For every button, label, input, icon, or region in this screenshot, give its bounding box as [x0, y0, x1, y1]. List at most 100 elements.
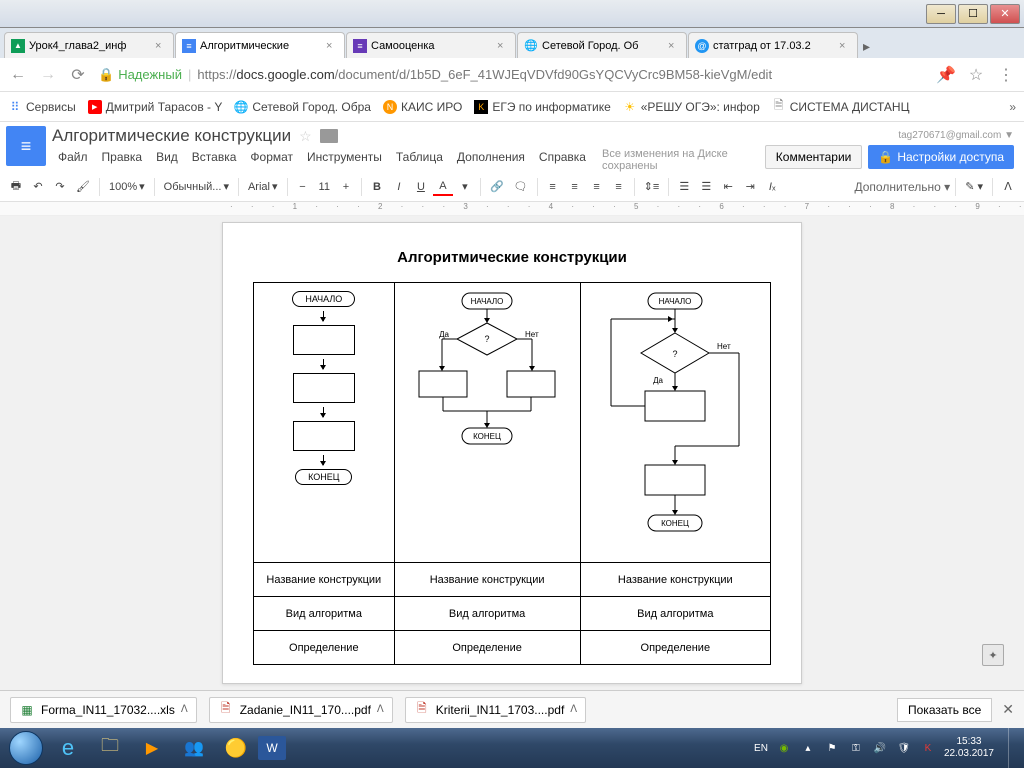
window-maximize[interactable]: ☐	[958, 4, 988, 24]
browser-tab[interactable]: ≡ Алгоритмические ×	[175, 32, 345, 58]
network-icon[interactable]: ⚿	[848, 740, 864, 756]
menu-table[interactable]: Таблица	[390, 148, 449, 172]
taskbar-ie-icon[interactable]: e	[48, 732, 88, 764]
share-button[interactable]: 🔒 Настройки доступа	[868, 145, 1014, 169]
style-select[interactable]: Обычный... ▾	[160, 178, 233, 195]
taskbar-media-icon[interactable]: ▶	[132, 732, 172, 764]
clear-format-button[interactable]: Iₓ	[762, 179, 782, 195]
shield-icon[interactable]: 🛡	[896, 740, 912, 756]
line-spacing-button[interactable]: ⇕≡	[640, 178, 664, 195]
highlight-button[interactable]: ▾	[455, 178, 475, 195]
taskbar-word-icon[interactable]: W	[258, 736, 286, 760]
reload-button[interactable]: ⟳	[68, 65, 88, 85]
underline-button[interactable]: U	[411, 179, 431, 195]
bookmark-item[interactable]: K ЕГЭ по информатике	[474, 100, 610, 114]
align-left-button[interactable]: ≡	[543, 179, 563, 195]
bookmark-item[interactable]: N КАИС ИРО	[383, 100, 462, 114]
apps-button[interactable]: ⠿ Сервисы	[8, 100, 76, 114]
bookmark-item[interactable]: 🗎 СИСТЕМА ДИСТАНЦ	[772, 100, 910, 114]
flag-icon[interactable]: ⚑	[824, 740, 840, 756]
menu-edit| data-bind=[interactable]: Правка	[96, 148, 149, 172]
align-right-button[interactable]: ≡	[587, 179, 607, 195]
tab-close-icon[interactable]: ×	[839, 40, 851, 52]
align-center-button[interactable]: ≡	[565, 179, 585, 195]
undo-button[interactable]: ↶	[28, 178, 48, 195]
url-field[interactable]: 🔒 Надежный | https://docs.google.com/doc…	[98, 67, 926, 83]
window-minimize[interactable]: ─	[926, 4, 956, 24]
folder-icon[interactable]	[320, 129, 338, 143]
menu-file[interactable]: Файл	[52, 148, 94, 172]
bulleted-list-button[interactable]: ☰	[696, 178, 716, 195]
chevron-up-icon[interactable]: ᐱ	[570, 704, 577, 715]
zoom-select[interactable]: 100% ▾	[105, 178, 149, 195]
window-close[interactable]: ✕	[990, 4, 1020, 24]
new-tab-button[interactable]: ▸	[863, 38, 883, 58]
browser-tab[interactable]: @ статград от 17.03.2 ×	[688, 32, 858, 58]
start-button[interactable]	[6, 732, 46, 764]
increase-indent-button[interactable]: ⇥	[740, 178, 760, 195]
menu-help[interactable]: Справка	[533, 148, 592, 172]
font-size-up[interactable]: +	[336, 179, 356, 195]
download-item[interactable]: ▦ Forma_IN11_17032....xls ᐱ	[10, 697, 197, 723]
back-button[interactable]: ←	[8, 65, 28, 85]
comment-button[interactable]: 🗨	[510, 178, 532, 195]
collapse-button[interactable]: ᐱ	[998, 178, 1018, 195]
font-size-down[interactable]: −	[293, 179, 313, 195]
tab-close-icon[interactable]: ×	[326, 40, 338, 52]
menu-icon[interactable]: ⋮	[996, 65, 1016, 85]
close-downloads-icon[interactable]: ✕	[1002, 701, 1014, 718]
taskbar-explorer-icon[interactable]: 🗀	[90, 732, 130, 764]
taskbar-app-icon[interactable]: 👥	[174, 732, 214, 764]
decrease-indent-button[interactable]: ⇤	[718, 178, 738, 195]
explore-button[interactable]: ✦	[982, 644, 1004, 666]
italic-button[interactable]: I	[389, 179, 409, 195]
download-item[interactable]: 🗎 Kriterii_IN11_1703....pdf ᐱ	[405, 697, 586, 723]
redo-button[interactable]: ↷	[50, 178, 70, 195]
browser-tab[interactable]: ≡ Самооценка ×	[346, 32, 516, 58]
menu-view[interactable]: Вид	[150, 148, 184, 172]
align-justify-button[interactable]: ≡	[609, 179, 629, 195]
bold-button[interactable]: B	[367, 179, 387, 195]
bookmark-item[interactable]: ▶ Дмитрий Тарасов - Y	[88, 100, 223, 114]
numbered-list-button[interactable]: ☰	[674, 178, 694, 195]
menu-insert[interactable]: Вставка	[186, 148, 243, 172]
tab-close-icon[interactable]: ×	[497, 40, 509, 52]
nvidia-icon[interactable]: ◉	[776, 740, 792, 756]
font-size[interactable]: 11	[315, 179, 334, 195]
download-item[interactable]: 🗎 Zadanie_IN11_170....pdf ᐱ	[209, 697, 393, 723]
chevron-up-icon[interactable]: ᐱ	[377, 704, 384, 715]
document-canvas[interactable]: Алгоритмические конструкции НАЧАЛО КОНЕЦ	[0, 216, 1024, 716]
chevron-up-icon[interactable]: ᐱ	[181, 704, 188, 715]
browser-tab[interactable]: ▲ Урок4_глава2_инф ×	[4, 32, 174, 58]
toolbar-more[interactable]: Дополнительно ▾	[854, 180, 950, 194]
pin-icon[interactable]: 📌	[936, 65, 956, 85]
menu-addons[interactable]: Дополнения	[451, 148, 531, 172]
paint-format-button[interactable]: 🖌	[72, 178, 94, 195]
print-button[interactable]: 🖶	[6, 175, 26, 198]
bookmark-item[interactable]: 🌐 Сетевой Город. Обра	[234, 100, 371, 114]
star-icon[interactable]: ☆	[966, 65, 986, 85]
volume-icon[interactable]: 🔊	[872, 740, 888, 756]
menu-format[interactable]: Формат	[244, 148, 299, 172]
font-select[interactable]: Arial ▾	[244, 178, 282, 195]
link-button[interactable]: 🔗	[486, 178, 508, 195]
taskbar-chrome-icon[interactable]: 🟡	[216, 732, 256, 764]
tab-close-icon[interactable]: ×	[155, 40, 167, 52]
comments-button[interactable]: Комментарии	[765, 145, 863, 169]
show-all-downloads-button[interactable]: Показать все	[897, 698, 992, 722]
browser-tab[interactable]: 🌐 Сетевой Город. Об ×	[517, 32, 687, 58]
forward-button[interactable]: →	[38, 65, 58, 85]
tab-close-icon[interactable]: ×	[668, 40, 680, 52]
bookmark-item[interactable]: ☀ «РЕШУ ОГЭ»: инфор	[623, 100, 760, 114]
star-icon[interactable]: ☆	[299, 128, 312, 145]
bookmarks-overflow[interactable]: »	[1009, 100, 1016, 114]
language-indicator[interactable]: EN	[754, 743, 768, 754]
show-desktop-button[interactable]	[1008, 728, 1018, 768]
antivirus-icon[interactable]: K	[920, 740, 936, 756]
menu-tools[interactable]: Инструменты	[301, 148, 388, 172]
docs-logo-icon[interactable]: ≡	[6, 126, 46, 166]
document-title[interactable]: Алгоритмические конструкции	[52, 126, 291, 146]
text-color-button[interactable]: A	[433, 178, 453, 196]
editing-mode-button[interactable]: ✎ ▾	[961, 178, 987, 195]
clock[interactable]: 15:33 22.03.2017	[944, 736, 994, 760]
